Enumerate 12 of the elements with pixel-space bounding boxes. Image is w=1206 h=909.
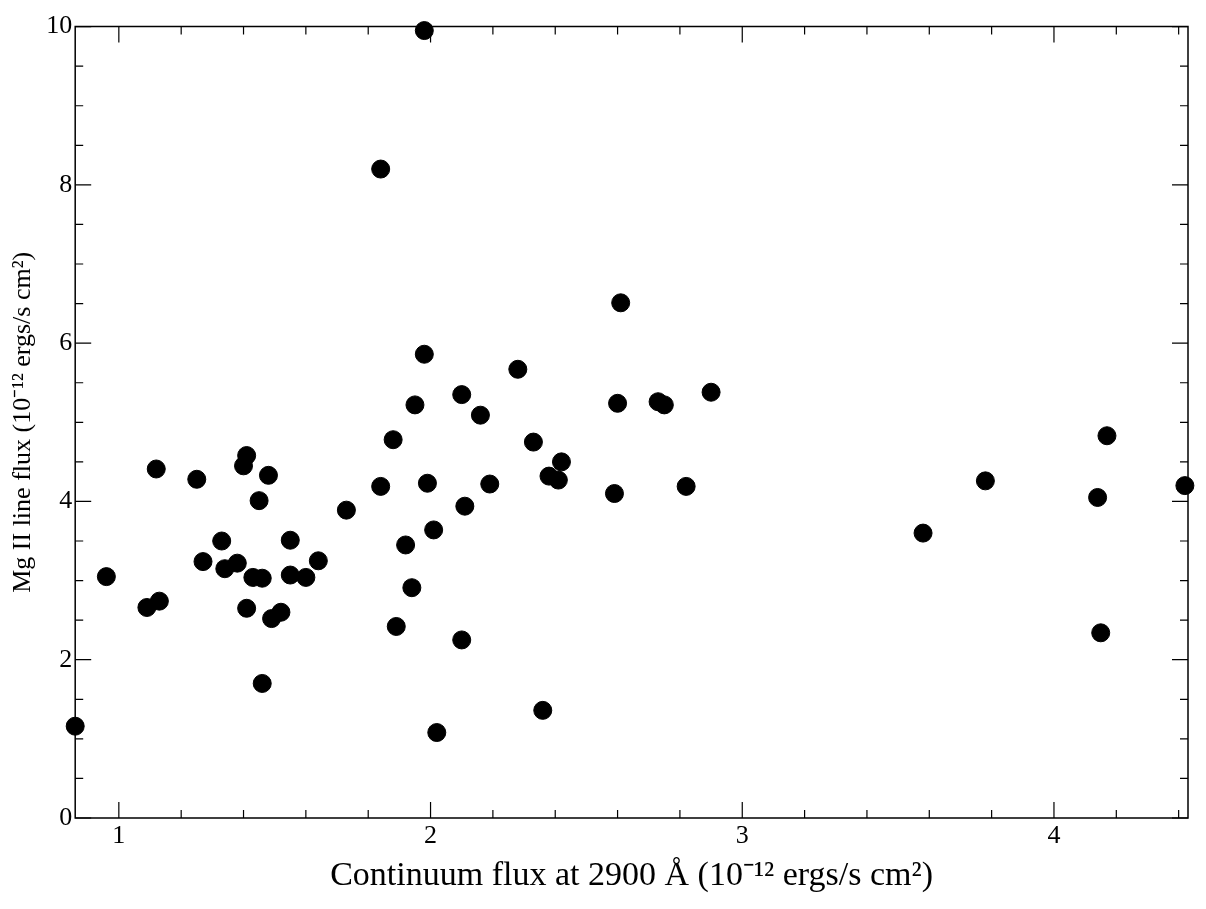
y-tick-label: 10: [46, 10, 73, 40]
y-axis-title: Mg II line flux (10⁻¹² ergs/s cm²): [7, 251, 37, 593]
x-axis-title: Continuum flux at 2900 Å (10⁻¹² ergs/s cm²): [330, 854, 934, 893]
y-tick-label: 2: [59, 643, 73, 673]
x-tick-label: 1: [112, 820, 126, 850]
y-tick-label: 0: [59, 801, 73, 831]
y-tick-label: 4: [59, 485, 73, 515]
y-tick-label: 8: [59, 168, 73, 198]
x-tick-label: 3: [735, 820, 749, 850]
x-tick-label: 4: [1047, 820, 1061, 850]
y-tick-label: 6: [59, 326, 73, 356]
x-tick-label: 2: [424, 820, 438, 850]
